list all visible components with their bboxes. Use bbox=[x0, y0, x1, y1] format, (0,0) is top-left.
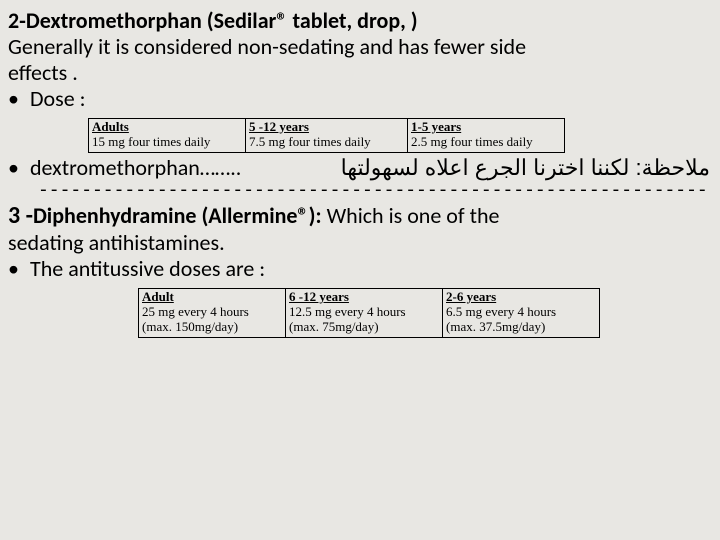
section3-title-line: 3 -Diphenhydramine (Allermine®): Which i… bbox=[8, 202, 710, 230]
section2-desc-l1: Generally it is considered non-sedating … bbox=[8, 34, 710, 60]
table-cell: 2-6 years 6.5 mg every 4 hours (max. 37.… bbox=[443, 289, 600, 338]
col-header: Adults bbox=[92, 119, 129, 134]
section2-desc-l2: effects . bbox=[8, 60, 710, 86]
col-value: 25 mg every 4 hours bbox=[142, 304, 249, 319]
table-cell: 6 -12 years 12.5 mg every 4 hours (max. … bbox=[286, 289, 443, 338]
col-value: (max. 37.5mg/day) bbox=[446, 319, 545, 334]
col-value: (max. 150mg/day) bbox=[142, 319, 238, 334]
table-cell: 1-5 years 2.5 mg four times daily bbox=[408, 118, 565, 152]
dose-label: Dose : bbox=[30, 86, 86, 112]
col-header: 1-5 years bbox=[411, 119, 461, 134]
table-cell: Adult 25 mg every 4 hours (max. 150mg/da… bbox=[139, 289, 286, 338]
col-header: 5 -12 years bbox=[249, 119, 309, 134]
dextromethorphan-dose-table: Adults 15 mg four times daily 5 -12 year… bbox=[88, 118, 565, 153]
section3-title-rest: Which is one of the bbox=[322, 202, 500, 229]
section2-title: 2-Dextromethorphan (Sedilar® tablet, dro… bbox=[8, 8, 710, 34]
col-value: 6.5 mg every 4 hours bbox=[446, 304, 556, 319]
slide-page: 2-Dextromethorphan (Sedilar® tablet, dro… bbox=[0, 0, 720, 540]
section3-bullet: • The antitussive doses are : bbox=[8, 256, 710, 282]
note-arabic: ملاحظة: لكننا اخترنا الجرع اعلاه لسهولته… bbox=[241, 155, 710, 181]
diphenhydramine-dose-table: Adult 25 mg every 4 hours (max. 150mg/da… bbox=[138, 288, 600, 338]
col-header: Adult bbox=[142, 289, 174, 304]
section-3: 3 -Diphenhydramine (Allermine®): Which i… bbox=[8, 202, 710, 338]
table-cell: 5 -12 years 7.5 mg four times daily bbox=[246, 118, 408, 152]
col-value: 15 mg four times daily bbox=[92, 134, 210, 149]
section2-dose-bullet: • Dose : bbox=[8, 86, 710, 112]
separator-line: ----------------------------------------… bbox=[8, 181, 710, 202]
col-header: 2-6 years bbox=[446, 289, 496, 304]
col-value: 12.5 mg every 4 hours bbox=[289, 304, 406, 319]
antitussive-label: The antitussive doses are : bbox=[30, 256, 265, 282]
note-left: • dextromethorphan…….. bbox=[8, 155, 241, 181]
bullet-dot-icon: • bbox=[8, 86, 30, 112]
table-cell: Adults 15 mg four times daily bbox=[89, 118, 246, 152]
col-value: 2.5 mg four times daily bbox=[411, 134, 533, 149]
section3-number: 3 - bbox=[8, 201, 33, 230]
note-left-text: dextromethorphan…….. bbox=[30, 155, 241, 181]
note-row: • dextromethorphan…….. ملاحظة: لكننا اخت… bbox=[8, 155, 710, 181]
col-header: 6 -12 years bbox=[289, 289, 349, 304]
bullet-dot-icon: • bbox=[8, 155, 30, 181]
section3-line2: sedating antihistamines. bbox=[8, 230, 710, 256]
section3-title-bold: Diphenhydramine (Allermine®): bbox=[33, 202, 322, 229]
col-value: (max. 75mg/day) bbox=[289, 319, 379, 334]
bullet-dot-icon: • bbox=[8, 256, 30, 282]
section-2: 2-Dextromethorphan (Sedilar® tablet, dro… bbox=[8, 8, 710, 181]
col-value: 7.5 mg four times daily bbox=[249, 134, 371, 149]
